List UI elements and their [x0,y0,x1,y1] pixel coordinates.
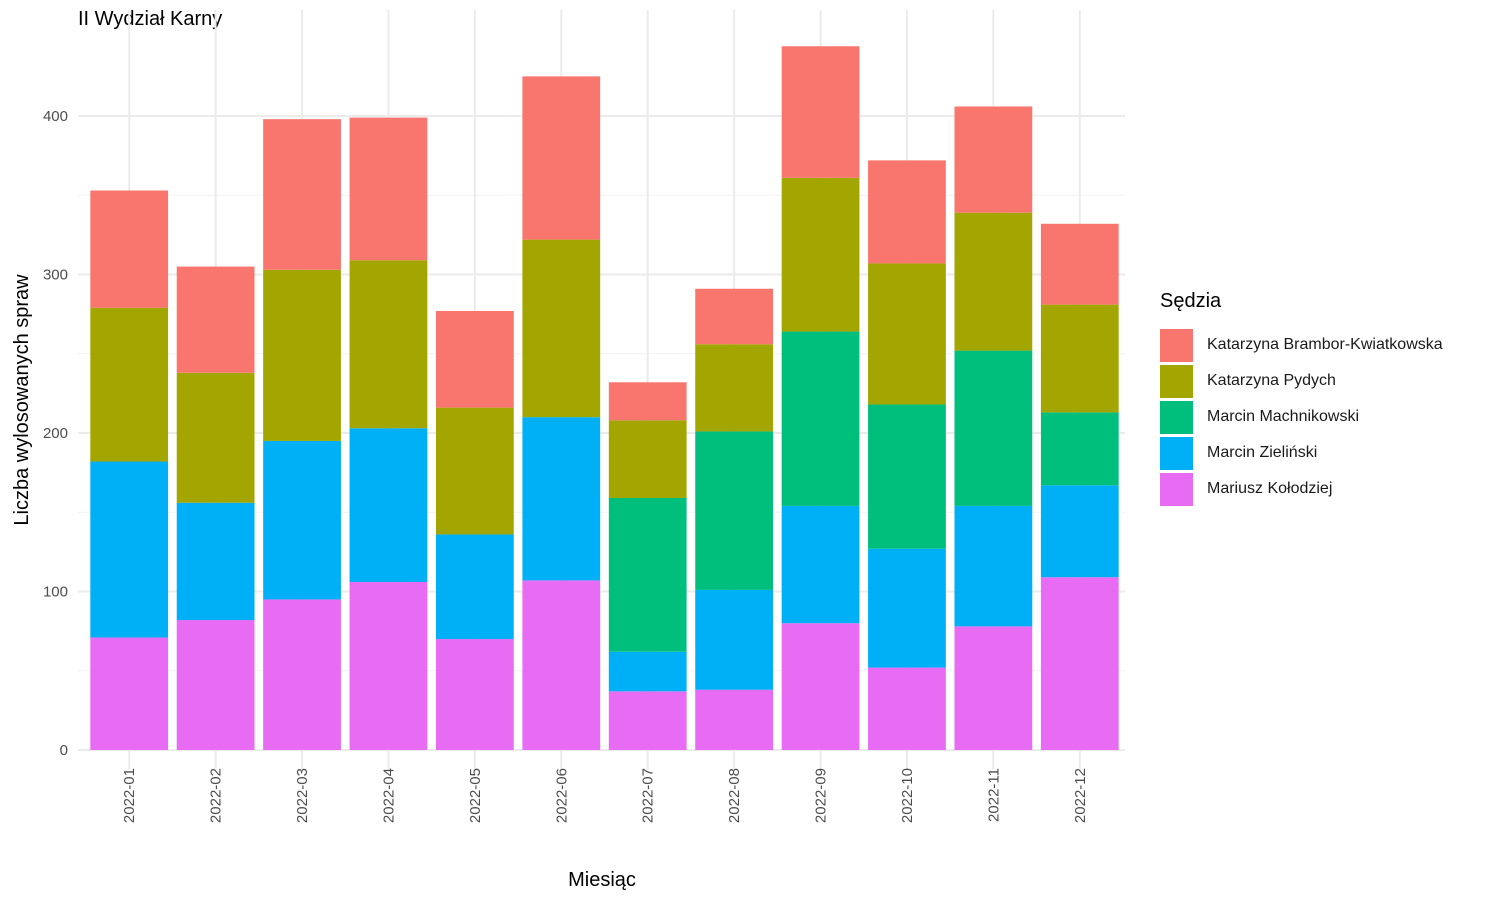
x-tick-label: 2022-09 [813,768,830,823]
bar-segment [868,404,946,549]
legend-item: Marcin Zieliński [1160,435,1443,471]
bar-segment [522,239,601,418]
x-tick-label: 2022-03 [294,768,311,823]
bar-segment [176,502,255,621]
bar-segment [522,76,601,240]
legend-items: Katarzyna Brambor-Kwiatkowska Katarzyna P… [1160,327,1443,507]
legend-item: Katarzyna Pydych [1160,363,1443,399]
bar-segment [263,599,341,750]
bar-segment [1040,304,1119,413]
y-tick-label: 400 [43,108,68,125]
y-tick-label: 200 [43,425,68,442]
bar-segment [349,581,428,750]
bar-segment [608,382,687,421]
y-tick-label: 0 [60,742,68,759]
bar-segment [781,46,860,178]
legend: Sędzia Katarzyna Brambor-Kwiatkowska Kata… [1160,290,1443,507]
bar-segment [695,344,774,432]
legend-label: Katarzyna Brambor-Kwiatkowska [1207,336,1443,353]
bar-segment [176,266,255,373]
x-tick-label: 2022-02 [208,768,225,823]
y-tick-label: 100 [43,584,68,601]
bar-segment [868,548,946,668]
bar-segment [522,417,601,581]
x-tick-label: 2022-01 [121,768,138,823]
legend-swatch [1160,472,1193,506]
legend-item: Marcin Machnikowski [1160,399,1443,435]
legend-swatch [1160,364,1193,398]
bar-segment [608,420,687,498]
bar-segment [176,620,255,750]
bar-segment [695,288,774,345]
bar-segment [608,691,687,750]
bar-segment [435,639,514,750]
legend-title: Sędzia [1160,290,1222,312]
legend-label: Mariusz Kołodziej [1207,480,1333,497]
bar-segment [954,505,1033,627]
bar-segment [263,269,341,441]
bar-segment [868,667,946,750]
bar-segment [522,580,601,750]
bar-segment [695,589,774,690]
bar-segment [695,689,774,750]
bar-segment [868,263,946,405]
bar-segment [781,177,860,332]
x-tick-label: 2022-10 [899,768,916,823]
y-tick-label: 300 [43,267,68,284]
bar-segment [781,623,860,750]
bar-segment [349,428,428,582]
bar-segment [954,106,1033,213]
x-tick-label: 2022-08 [726,768,743,823]
bar-segment [1040,223,1119,305]
bar-segment [176,372,255,503]
x-tick-label: 2022-04 [380,768,397,823]
bar-segment [954,626,1033,750]
legend-swatch [1160,328,1193,362]
bar-segment [608,651,687,692]
y-axis-title: Liczba wylosowanych spraw [11,274,33,526]
bar-segment [349,117,428,261]
legend-item: Katarzyna Brambor-Kwiatkowska [1160,327,1443,363]
bar-segment [90,190,169,308]
legend-label: Katarzyna Pydych [1207,372,1336,389]
bar-segment [868,160,946,264]
bar-segment [1040,577,1119,750]
bar-segment [781,505,860,624]
bar-segment [695,431,774,590]
bar-segment [263,119,341,270]
legend-label: Marcin Zieliński [1207,444,1318,461]
x-tick-label: 2022-05 [467,768,484,823]
bar-segment [435,407,514,535]
bar-segment [435,310,514,408]
bar-segment [1040,412,1119,486]
legend-item: Mariusz Kołodziej [1160,471,1443,507]
bar-segment [90,461,169,638]
x-tick-label: 2022-07 [640,768,657,823]
legend-swatch [1160,436,1193,470]
x-tick-label: 2022-12 [1072,768,1089,823]
bar-segment [954,212,1033,351]
x-tick-label: 2022-11 [985,768,1002,822]
legend-swatch [1160,400,1193,434]
bar-segment [435,534,514,640]
bar-segment [954,350,1033,506]
bar-segment [781,331,860,506]
bar-segment [90,307,169,462]
x-axis-title: Miesiąc [568,869,636,891]
x-tick-label: 2022-06 [553,768,570,823]
bar-segment [349,260,428,429]
bar-segment [1040,485,1119,578]
bar-segment [90,637,169,750]
bar-segment [263,440,341,600]
bar-segment [608,497,687,652]
legend-label: Marcin Machnikowski [1207,408,1360,425]
chart-title: II Wydział Karny [78,8,223,30]
